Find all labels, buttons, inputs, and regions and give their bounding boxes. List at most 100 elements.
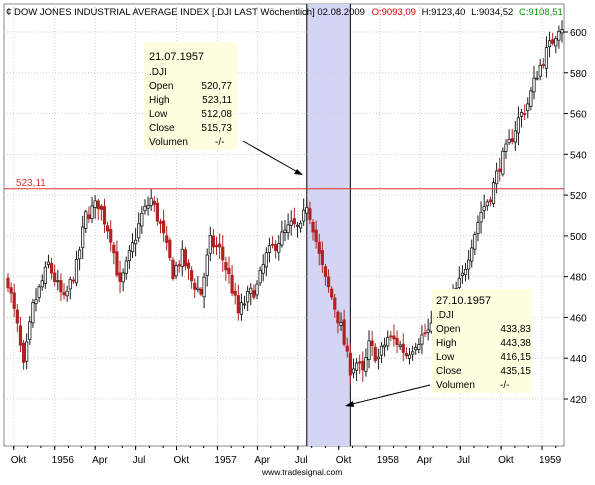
candle-body — [105, 225, 110, 232]
info-box-1-open-label: Open — [149, 81, 173, 92]
candle-body — [218, 243, 222, 248]
x-tick-label: Apr — [254, 455, 270, 466]
info-box-2-close-value: 435,15 — [500, 366, 531, 377]
candle-body — [513, 130, 517, 143]
candle-body — [56, 280, 60, 283]
y-tick-label: 520 — [570, 191, 587, 202]
info-box-1-pointer-head — [294, 169, 303, 175]
candle-body — [31, 302, 35, 324]
candle-body — [186, 262, 191, 269]
x-tick-label: 1958 — [377, 455, 400, 466]
candle-body — [289, 220, 293, 226]
y-tick-label: 440 — [570, 354, 587, 365]
candle-body — [414, 347, 418, 351]
x-tick-label: Okt — [11, 455, 27, 466]
y-tick-label: 500 — [570, 232, 587, 243]
info-box-1-date: 21.07.1957 — [149, 51, 204, 63]
candle-body — [554, 38, 558, 47]
candles — [6, 20, 564, 385]
candle-body — [211, 235, 216, 248]
candle-body — [379, 345, 384, 356]
candle-body — [221, 246, 225, 261]
info-box-2-bg — [432, 289, 532, 393]
candle-body — [326, 276, 331, 288]
candle-body — [174, 265, 178, 277]
candle-body — [364, 357, 368, 372]
candle-body — [168, 239, 172, 259]
candle-body — [77, 249, 82, 260]
candle-body — [155, 202, 159, 222]
candle-body — [180, 248, 184, 267]
candle-body — [488, 199, 493, 203]
candle-body — [401, 343, 405, 353]
candle-body — [523, 113, 527, 115]
candle-body — [65, 290, 69, 297]
candle-body — [498, 168, 502, 172]
y-tick-label: 600 — [570, 28, 587, 39]
header-open: O:9093,09 — [372, 7, 416, 18]
info-box-2-volume-value: -/- — [500, 380, 509, 391]
candle-body — [121, 272, 125, 283]
candle-body — [115, 251, 119, 276]
x-tick-label: 1957 — [214, 455, 237, 466]
candle-body — [146, 204, 150, 209]
info-box-2-low-value: 416,15 — [500, 352, 531, 363]
candle-body — [25, 341, 29, 362]
candle-body — [302, 209, 306, 222]
candle-body — [274, 244, 278, 251]
candle-body — [320, 250, 324, 266]
y-tick-label: 580 — [570, 69, 587, 80]
candle-body — [37, 286, 41, 298]
info-box-2-open-value: 433,83 — [500, 324, 531, 335]
x-tick-label: Okt — [498, 455, 514, 466]
candle-body — [109, 229, 113, 243]
candle-body — [99, 205, 103, 210]
candle-body — [463, 269, 468, 276]
info-box-1-close-label: Close — [149, 123, 175, 134]
candle-body — [28, 321, 32, 340]
x-tick-label: 1956 — [52, 455, 75, 466]
candle-body — [460, 272, 465, 277]
candle-body — [74, 258, 79, 284]
candle-body — [149, 197, 153, 206]
candle-body — [49, 263, 54, 274]
candle-body — [479, 211, 483, 223]
candle-body — [9, 287, 13, 294]
candle-body — [280, 231, 284, 246]
candle-body — [311, 221, 315, 233]
candle-body — [376, 356, 380, 360]
candle-body — [71, 279, 75, 282]
candle-body — [457, 277, 461, 288]
candle-body — [323, 266, 328, 277]
candle-body — [386, 337, 390, 347]
candle-body — [199, 288, 203, 295]
candle-body — [202, 276, 206, 298]
info-box-2-high-label: High — [436, 338, 457, 349]
candle-body — [137, 223, 141, 239]
header-close: C:9108,51 — [519, 7, 563, 18]
x-tick-label: Okt — [336, 455, 352, 466]
candle-body — [84, 211, 88, 229]
candle-body — [535, 77, 539, 80]
candle-body — [158, 221, 163, 224]
candle-body — [249, 287, 253, 295]
candle-body — [541, 64, 545, 66]
x-tick-label: Jul — [295, 455, 308, 466]
candle-body — [473, 234, 477, 250]
candle-body — [495, 170, 499, 185]
candle-body — [348, 352, 352, 376]
candle-body — [283, 229, 287, 233]
info-box-2-close-label: Close — [436, 366, 462, 377]
candle-body — [264, 252, 268, 268]
candle-body — [127, 250, 131, 262]
candle-body — [532, 77, 536, 93]
candle-body — [361, 360, 365, 371]
candle-body — [526, 103, 530, 112]
x-tick-label: Jul — [133, 455, 146, 466]
candle-body — [227, 268, 231, 275]
candle-body — [529, 90, 533, 107]
candle-body — [544, 47, 549, 69]
candle-body — [246, 290, 250, 303]
candle-body — [190, 270, 194, 282]
